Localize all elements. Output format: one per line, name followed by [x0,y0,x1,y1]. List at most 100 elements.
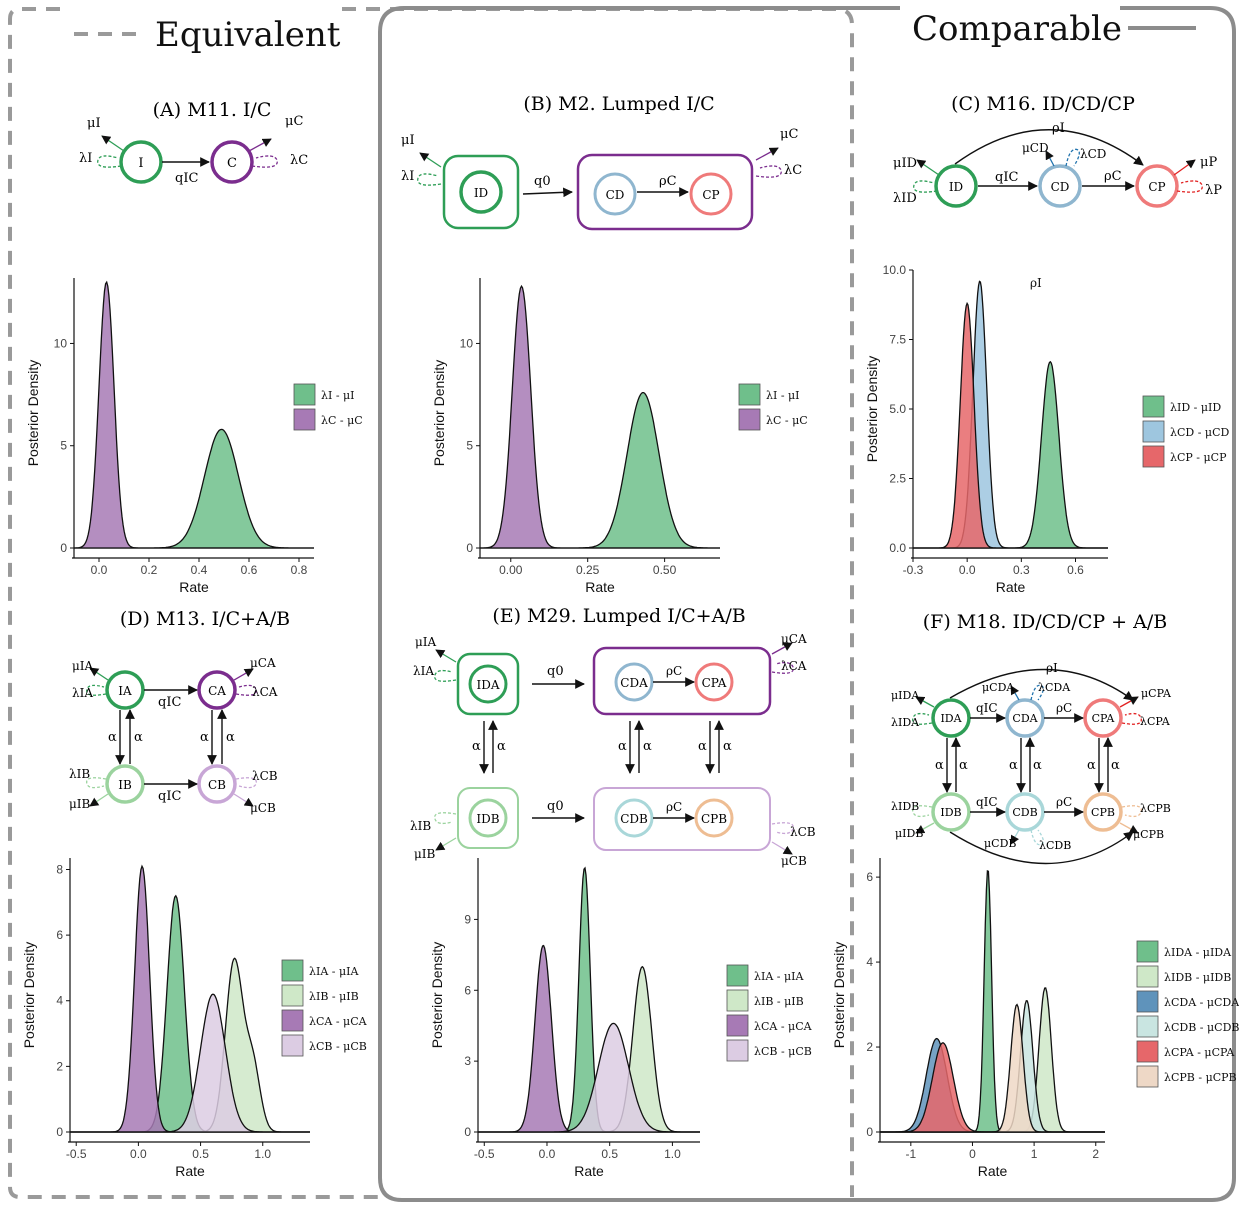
y-tick-label: 2 [56,1059,63,1073]
legend-label: λIB - μIB [754,995,804,1008]
y-tick-label: 10.0 [883,263,907,277]
state-node [1038,164,1082,208]
rate-label: μCA [250,656,276,670]
rate-label: μCB [250,801,276,815]
diagram-f: ρI μIDA λIDA IDA qIC CDA μCDA λCDA ρC CP… [891,661,1172,865]
legend-label: λC - μC [766,414,808,427]
rate-label: μID [893,156,917,171]
legend-label: λIA - μIA [309,965,359,978]
diagram-d: μIA λIA IA qIC CA μCA λCA α α α α λIB μI… [69,656,278,815]
x-tick-label: 0.8 [291,563,308,577]
state-label: CB [208,778,226,792]
state-label: ID [949,180,963,194]
extinction-arrow [435,837,457,851]
rate-label: λCPA [1140,715,1171,728]
state-node [694,662,734,702]
density-chart-f: -1 0 1 2 0 2 4 6 Rate Posterior Density λIDA - μID… [831,858,1239,1179]
rate-label: λID [893,191,917,206]
rate-label: μIA [415,635,437,649]
state-label: IDA [476,678,499,692]
rate-label: qIC [175,171,198,186]
state-node [593,172,637,216]
rate-label: α [698,739,707,754]
legend-swatch [1136,1015,1159,1038]
y-tick-label: 5 [466,439,473,453]
state-node [197,670,237,710]
rate-label: λCA [252,685,278,699]
y-tick-label: 4 [866,955,873,969]
rate-label: q0 [547,664,564,679]
speciation-loop [434,812,457,825]
state-node [931,792,971,832]
state-node [468,664,508,704]
legend-swatch [738,408,761,431]
state-label: IDB [940,806,961,819]
x-axis-label: Rate [978,1163,1008,1179]
diagram-c: ρI μID λID ID qIC CD μCD λCD ρC CP μP λP [893,121,1222,208]
state-label: CPA [1092,712,1116,725]
x-tick-label: 1.0 [254,1147,271,1161]
density-curve [74,280,314,549]
extinction-arrow [915,696,935,708]
extinction-arrow [1045,150,1055,167]
rate-label: qIC [976,795,998,809]
x-tick-label: 0.5 [192,1147,209,1161]
speciation-loop [251,155,278,168]
state-label: IB [118,778,132,792]
state-node [119,140,163,184]
chart-legend: λIDA - μIDA λIDB - μIDB λCDA - μCDA λCDB - … [1136,940,1239,1088]
legend-swatch [281,984,304,1007]
y-tick-label: 10 [54,336,68,350]
legend-label: λCDB - μCDB [1164,1021,1239,1034]
state-label: CD [606,188,625,202]
state-node [614,798,654,838]
density-curve [478,1022,700,1133]
state-node [1083,698,1123,738]
chart-annotation: ρI [1030,276,1042,290]
legend-label: λCDA - μCDA [1164,996,1239,1009]
rate-label: ρC [1056,701,1072,715]
speciation-loop [1030,829,1044,846]
x-tick-label: 0.25 [576,563,600,577]
density-curve [913,280,1108,549]
x-tick-label: 0.4 [191,563,208,577]
speciation-loop [434,669,457,682]
panel-c-title: (C) M16. ID/CD/CP [951,93,1135,115]
legend-swatch [293,408,316,431]
state-node [1005,792,1045,832]
speciation-loop [755,165,782,178]
panel-b-title: (B) M2. Lumped I/C [523,93,714,115]
legend-swatch [281,1034,304,1057]
rate-label: qIC [976,701,998,715]
legend-label: λC - μC [321,414,363,427]
speciation-loop [235,684,257,696]
legend-swatch [726,1014,749,1037]
rate-label: μCDB [984,837,1016,850]
extinction-arrow [916,159,940,176]
extinction-arrow [1010,685,1020,701]
state-label: CDB [1012,806,1037,819]
x-tick-label: 0.0 [130,1147,147,1161]
speciation-loop [97,155,122,168]
chart-legend: λI - μI λC - μC [293,383,363,431]
rate-label: λI [401,169,414,184]
x-tick-label: 0.5 [601,1147,618,1161]
extinction-arrow [1173,159,1196,176]
x-axis-label: Rate [179,579,209,595]
state-label: CDA [620,676,648,690]
state-label: CPB [701,812,727,826]
rate-label: μC [285,114,303,129]
y-tick-label: 0 [466,541,473,555]
rate-label: α [472,739,481,754]
y-tick-label: 4 [56,994,63,1008]
frame-equivalent-label: Equivalent [155,15,341,55]
y-tick-label: 5 [60,439,67,453]
rate-label: α [1033,758,1042,773]
rate-label: λIDB [891,800,919,813]
state-node [468,798,508,838]
state-node [459,170,503,214]
state-label: IDB [476,812,499,826]
rate-label: λIB [410,819,431,833]
state-label: ID [474,186,488,200]
state-label: IA [118,684,132,698]
